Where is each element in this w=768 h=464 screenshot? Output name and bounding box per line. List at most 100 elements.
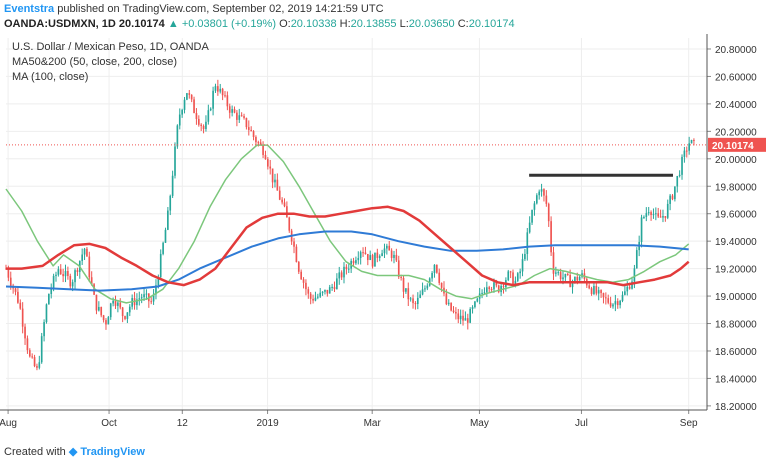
candle-body xyxy=(657,213,660,217)
candle-body xyxy=(626,286,629,292)
candle-body xyxy=(333,286,336,290)
y-tick-label: 20.20000 xyxy=(715,127,757,138)
candle-body xyxy=(7,268,10,278)
candle-body xyxy=(371,255,374,267)
x-tick-label: Oct xyxy=(101,418,117,429)
y-tick-label: 20.00000 xyxy=(715,155,757,166)
candle-body xyxy=(57,269,60,275)
candle-body xyxy=(28,350,31,357)
candle-body xyxy=(167,210,169,230)
candle-body xyxy=(231,109,233,113)
candle-body xyxy=(685,150,688,152)
created-with-text: Created with xyxy=(4,446,66,458)
candle-body xyxy=(164,229,167,243)
ohlc-line: OANDA:USDMXN, 1D 20.10174 ▲ +0.03801 (+0… xyxy=(4,18,515,30)
candle-body xyxy=(219,88,222,92)
candle-body xyxy=(95,294,98,311)
candle-body xyxy=(81,254,84,261)
candle-body xyxy=(197,118,200,125)
candle-body xyxy=(574,276,576,282)
chart-footer: Created with ◆ TradingView xyxy=(0,436,768,464)
candle-body xyxy=(509,271,512,273)
candle-body xyxy=(614,301,617,305)
candle-body xyxy=(438,272,441,283)
candle-body xyxy=(64,271,67,277)
candle-body xyxy=(107,317,110,325)
candle-body xyxy=(571,281,574,288)
candle-body xyxy=(169,195,172,211)
candle-body xyxy=(459,315,462,320)
candle-body xyxy=(328,287,331,294)
candle-body xyxy=(643,216,645,218)
tradingview-logo-text: TradingView xyxy=(80,446,145,458)
y-tick-label: 19.60000 xyxy=(715,210,757,221)
grid xyxy=(6,38,707,410)
candle-body xyxy=(69,275,72,287)
candle-body xyxy=(616,301,619,306)
candle-body xyxy=(628,286,631,289)
candle-body xyxy=(59,269,62,275)
candle-body xyxy=(283,202,286,207)
author-link[interactable]: Eventstra xyxy=(4,3,55,15)
candle-body xyxy=(217,86,219,92)
published-text: published on TradingView.com, September … xyxy=(57,3,384,15)
candle-body xyxy=(43,322,45,337)
candle-body xyxy=(666,203,669,218)
candle-body xyxy=(381,253,383,257)
candle-body xyxy=(502,285,505,288)
candle-body xyxy=(678,174,681,177)
candle-body xyxy=(597,290,600,294)
candle-body xyxy=(321,291,324,293)
candle-body xyxy=(490,289,493,291)
candle-body xyxy=(431,272,433,279)
created-with: Created with ◆ TradingView xyxy=(4,445,145,458)
candle-body xyxy=(481,292,483,294)
candle-body xyxy=(193,99,195,114)
candle-body xyxy=(543,189,545,196)
candle-body xyxy=(645,213,648,217)
candle-body xyxy=(366,254,369,261)
indicator-label-ma50-200: MA50&200 (50, close, 200, close) xyxy=(12,56,177,68)
candle-body xyxy=(121,307,124,317)
candle-body xyxy=(485,287,488,293)
x-tick-label: Mar xyxy=(364,418,382,429)
candle-body xyxy=(402,277,405,292)
candle-body xyxy=(336,278,338,290)
low-label: L: xyxy=(399,18,409,30)
candle-body xyxy=(307,289,310,294)
candle-body xyxy=(117,302,119,306)
candle-body xyxy=(319,292,322,297)
candle-body xyxy=(145,293,148,295)
candle-body xyxy=(681,156,683,175)
tradingview-logo[interactable]: ◆ TradingView xyxy=(68,446,145,458)
candle-body xyxy=(588,285,591,289)
candle-body xyxy=(178,114,181,126)
candle-body xyxy=(455,312,457,314)
candle-body xyxy=(162,242,164,254)
candle-body xyxy=(343,266,345,278)
candle-body xyxy=(200,124,203,126)
candle-body xyxy=(495,282,498,286)
candle-body xyxy=(157,277,160,286)
price-chart[interactable]: 20.10174 20.80000 20.60000 20.40000 20.2000… xyxy=(0,34,768,436)
candle-body xyxy=(416,297,419,305)
candle-body xyxy=(619,300,621,306)
candle-body xyxy=(690,139,693,144)
candle-body xyxy=(688,143,690,151)
symbol-label[interactable]: OANDA:USDMXN, 1D xyxy=(4,18,116,30)
candle-body xyxy=(83,248,86,255)
candle-body xyxy=(240,115,243,117)
y-tick-label: 20.60000 xyxy=(715,72,757,83)
candle-body xyxy=(674,186,676,200)
candle-body xyxy=(466,318,469,323)
high-value: 20.13855 xyxy=(350,18,397,30)
candle-body xyxy=(659,216,662,218)
candle-body xyxy=(624,291,626,295)
candle-body xyxy=(331,286,333,288)
candle-body xyxy=(312,298,314,301)
candle-body xyxy=(445,293,448,305)
candle-body xyxy=(364,252,367,255)
candle-body xyxy=(393,254,395,258)
candle-body xyxy=(533,203,536,210)
